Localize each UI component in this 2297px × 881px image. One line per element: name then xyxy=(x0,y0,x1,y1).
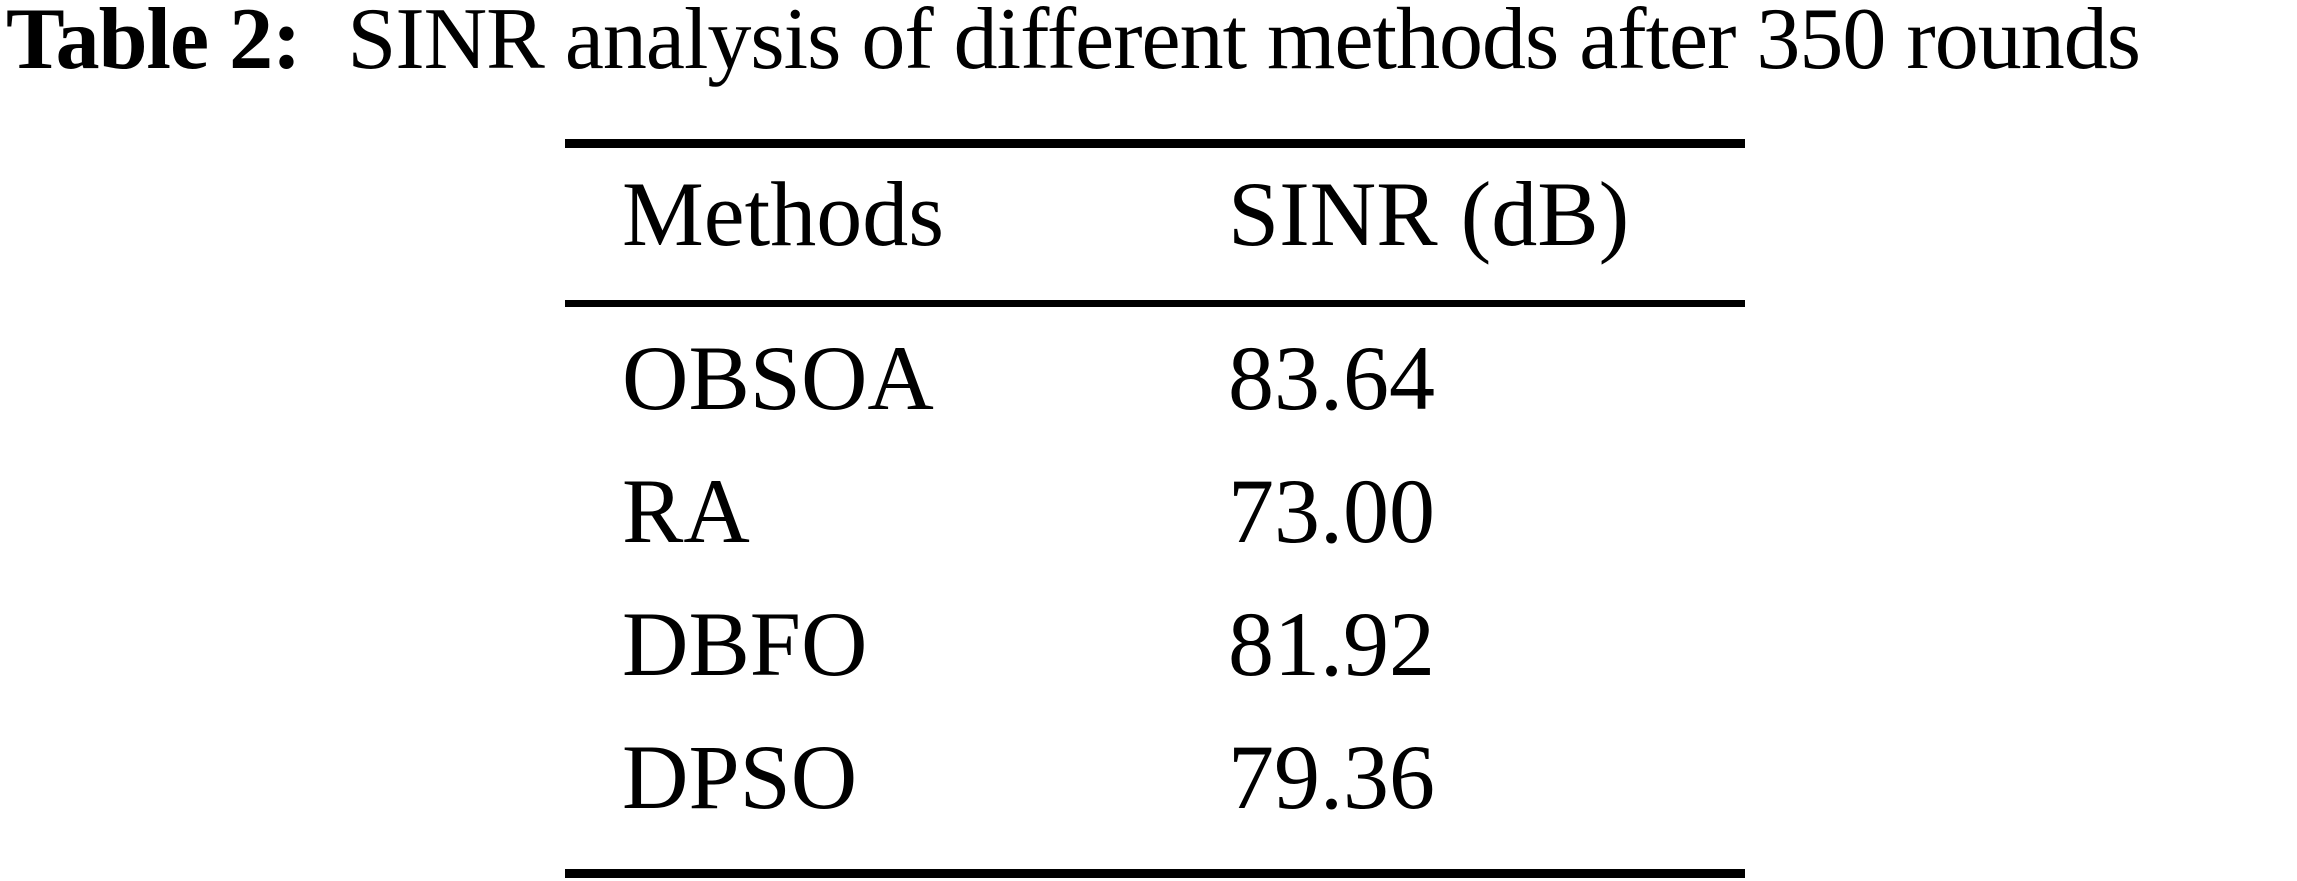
sinr-value-cell: 81.92 xyxy=(1228,593,1435,695)
method-cell: DBFO xyxy=(622,593,868,695)
sinr-value-cell: 79.36 xyxy=(1228,726,1435,828)
sinr-value-cell: 73.00 xyxy=(1228,460,1435,562)
table-caption-label: Table 2: xyxy=(6,0,301,88)
table-bottom-rule xyxy=(565,869,1745,878)
table-row: DBFO 81.92 xyxy=(565,573,1745,706)
method-cell: DPSO xyxy=(622,726,858,828)
table-header-row: Methods SINR (dB) xyxy=(565,148,1745,300)
table-body: OBSOA 83.64 RA 73.00 DBFO 81.92 DPSO 79.… xyxy=(565,307,1745,869)
table-caption-text: SINR analysis of different methods after… xyxy=(326,0,2141,88)
method-cell: RA xyxy=(622,460,750,562)
table-row: RA 73.00 xyxy=(565,440,1745,573)
sinr-table: Methods SINR (dB) OBSOA 83.64 RA 73.00 D… xyxy=(565,139,1745,878)
column-header-methods: Methods xyxy=(622,163,944,265)
method-cell: OBSOA xyxy=(622,327,934,429)
table-row: OBSOA 83.64 xyxy=(565,307,1745,440)
table-top-rule xyxy=(565,139,1745,148)
sinr-value-cell: 83.64 xyxy=(1228,327,1435,429)
column-header-sinr: SINR (dB) xyxy=(1228,163,1630,265)
table-row: DPSO 79.36 xyxy=(565,706,1745,839)
table-mid-rule xyxy=(565,300,1745,307)
table-caption: Table 2: SINR analysis of different meth… xyxy=(6,0,2141,84)
